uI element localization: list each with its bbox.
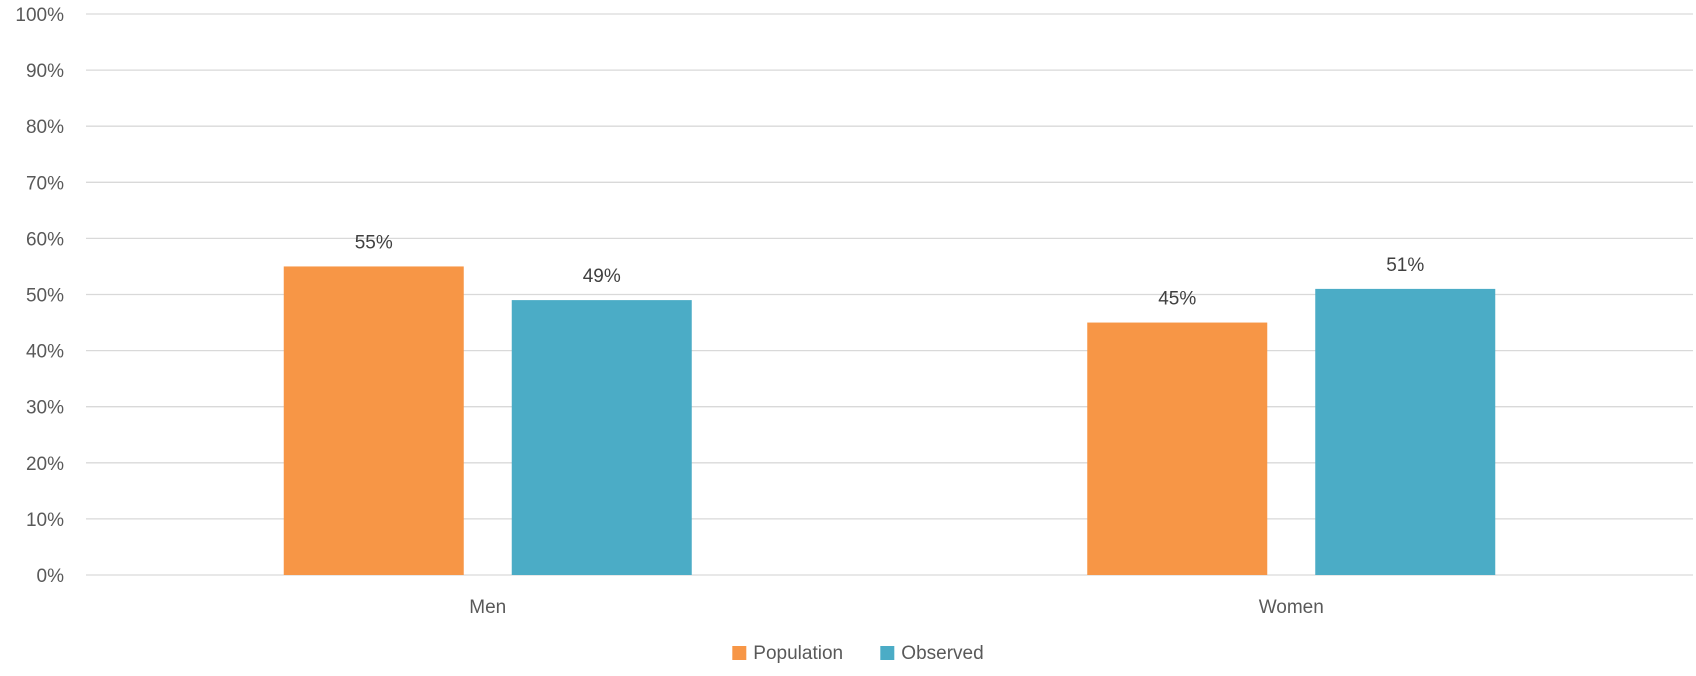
y-tick-label: 80%: [26, 117, 64, 138]
y-tick-label: 50%: [26, 286, 64, 307]
bar-observed-women: [1315, 288, 1496, 575]
x-axis-category-labels: Men Women: [469, 597, 1324, 618]
legend: Population Observed: [732, 643, 984, 664]
legend-label: Observed: [901, 643, 983, 664]
bars: [283, 266, 1496, 575]
legend-swatch: [880, 646, 895, 660]
legend-item: Observed: [880, 643, 984, 664]
y-tick-label: 40%: [26, 342, 64, 363]
legend-label: Population: [753, 643, 843, 664]
y-tick-label: 70%: [26, 173, 64, 194]
data-labels: 55% 49% 45% 51%: [355, 232, 1425, 309]
bar-population-women: [1087, 322, 1268, 575]
legend-item: Population: [732, 643, 843, 664]
x-category-label: Women: [1259, 597, 1324, 618]
y-tick-label: 20%: [26, 454, 64, 475]
legend-swatch: [732, 646, 747, 660]
y-tick-label: 100%: [15, 5, 64, 26]
data-label: 55%: [355, 232, 393, 253]
x-category-label: Men: [469, 597, 506, 618]
y-tick-label: 30%: [26, 398, 64, 419]
y-tick-label: 90%: [26, 61, 64, 82]
y-tick-label: 60%: [26, 229, 64, 250]
data-label: 51%: [1386, 255, 1424, 276]
data-label: 45%: [1158, 289, 1196, 310]
bar-population-men: [283, 266, 464, 575]
bar-observed-men: [511, 300, 692, 575]
data-label: 49%: [583, 266, 621, 287]
y-axis-tick-labels: 0% 10% 20% 30% 40% 50% 60% 70% 80% 90% 100%: [15, 5, 64, 587]
y-tick-label: 10%: [26, 510, 64, 531]
y-tick-label: 0%: [37, 566, 65, 587]
